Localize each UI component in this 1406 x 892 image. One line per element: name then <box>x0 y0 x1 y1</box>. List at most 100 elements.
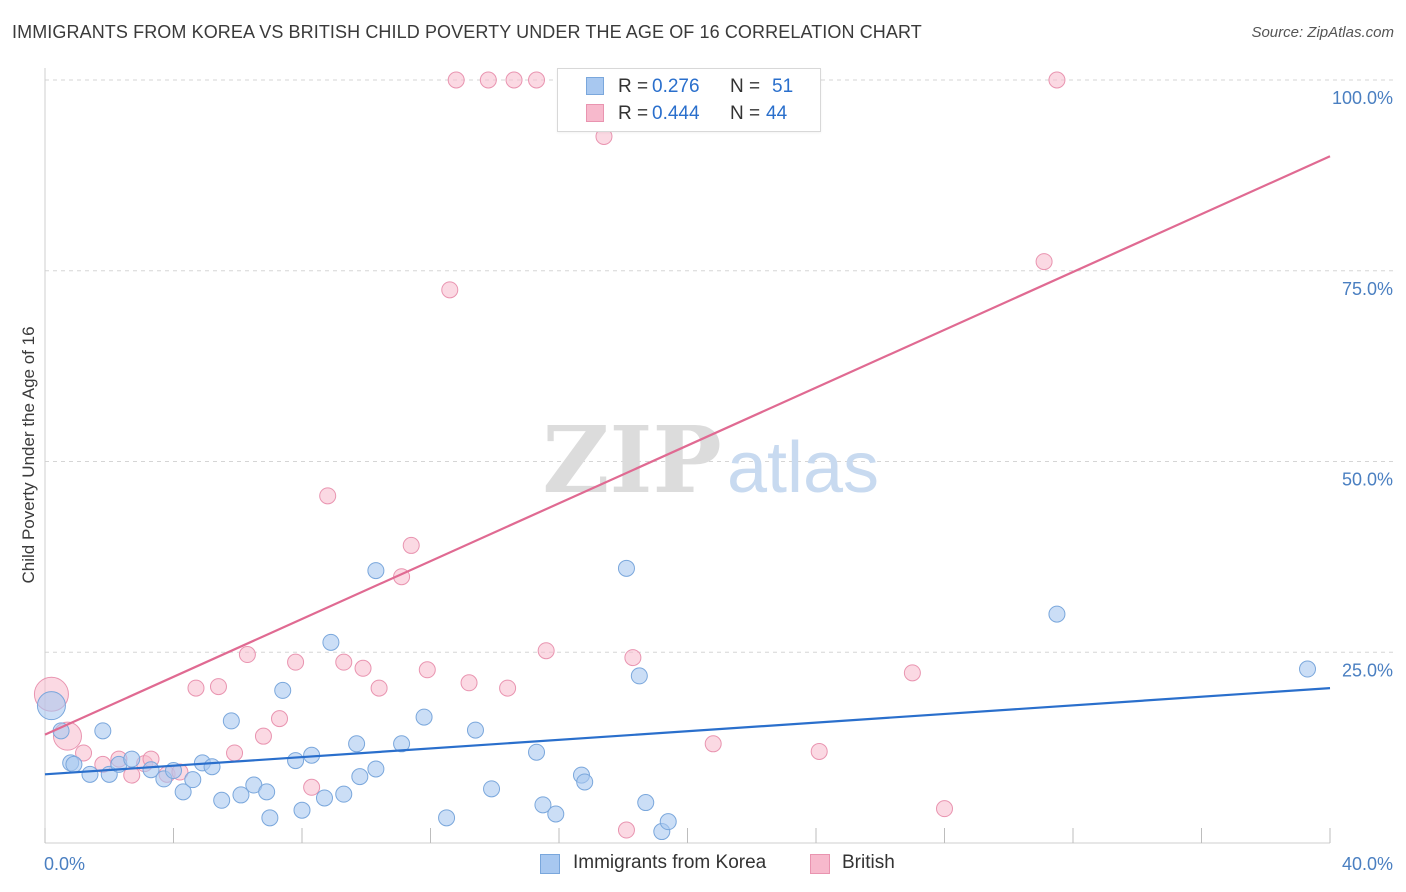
korea-point <box>576 773 594 791</box>
legend-n-value: 51 <box>772 75 794 97</box>
british-point <box>287 653 305 671</box>
korea-point <box>1299 660 1317 678</box>
british-trend-line <box>44 155 1331 736</box>
british-point <box>1035 253 1053 271</box>
korea-point <box>261 809 279 827</box>
british-point <box>303 778 321 796</box>
korea-point <box>203 758 221 776</box>
trend-lines <box>44 155 1331 776</box>
korea-point <box>630 667 648 685</box>
korea-point <box>466 721 484 739</box>
chart-title: IMMIGRANTS FROM KOREA VS BRITISH CHILD P… <box>12 22 922 42</box>
british-point <box>903 664 921 682</box>
legend-row-british: R = 0.444 N = 44 <box>558 100 820 127</box>
korea-point <box>222 712 240 730</box>
korea-point <box>438 809 456 827</box>
korea-point <box>335 785 353 803</box>
y-tick-label: 25.0% <box>1342 660 1393 680</box>
x-tick-label: 0.0% <box>44 854 85 874</box>
british-point <box>319 487 337 505</box>
legend-box: R = 0.276 N = 51 R = 0.444 N = 44 <box>557 68 821 132</box>
y-tick-labels: 25.0% 50.0% 75.0% 100.0% <box>1332 88 1393 680</box>
watermark-atlas: atlas <box>727 428 879 508</box>
british-point <box>810 742 828 760</box>
legend-r-label: R = <box>618 102 649 124</box>
legend-r-value: 0.276 <box>652 75 700 97</box>
y-tick-label: 50.0% <box>1342 470 1393 490</box>
y-tick-label: 100.0% <box>1332 88 1393 108</box>
british-point <box>624 649 642 667</box>
british-point <box>238 646 256 664</box>
korea-point <box>534 796 552 814</box>
korea-point <box>637 794 655 812</box>
korea-point <box>184 771 202 789</box>
british-point <box>499 679 517 697</box>
korea-point <box>232 786 250 804</box>
korea-point <box>483 780 501 798</box>
y-tick-label: 75.0% <box>1342 279 1393 299</box>
grid-lines <box>45 79 1395 653</box>
korea-point <box>322 633 340 651</box>
korea-trend-line <box>44 687 1331 776</box>
british-point <box>271 710 289 728</box>
british-point <box>370 679 388 697</box>
british-point <box>528 71 546 89</box>
korea-point <box>123 750 141 768</box>
korea-point <box>65 755 83 773</box>
korea-point <box>367 760 385 778</box>
bottom-legend-swatch-british <box>810 854 830 874</box>
legend-r-value: 0.444 <box>652 102 700 124</box>
korea-point <box>315 789 333 807</box>
korea-point <box>528 743 546 761</box>
british-point <box>936 800 953 818</box>
korea-point <box>617 559 635 577</box>
british-point <box>209 678 227 696</box>
x-tick-labels: 0.0% 40.0% <box>44 854 1393 874</box>
korea-point <box>94 722 112 740</box>
british-point <box>479 71 497 89</box>
bottom-legend-label-british: British <box>842 852 895 873</box>
source-label: Source: ZipAtlas.com <box>1251 24 1394 41</box>
british-point <box>1048 71 1066 89</box>
legend-swatch-british <box>586 104 604 122</box>
korea-points <box>36 559 1317 841</box>
korea-point <box>258 783 276 801</box>
x-tick-label: 40.0% <box>1342 854 1393 874</box>
british-point <box>75 744 93 762</box>
bottom-legend-label-korea: Immigrants from Korea <box>573 852 767 873</box>
korea-point <box>36 691 66 721</box>
legend-r-label: R = <box>618 75 649 97</box>
legend-n-value: 44 <box>766 102 788 124</box>
british-point <box>335 653 353 671</box>
british-point <box>418 661 436 679</box>
legend-n-label: N = <box>730 75 761 97</box>
bottom-legend: Immigrants from Korea British <box>540 852 895 876</box>
legend-swatch-korea <box>586 77 604 95</box>
korea-point <box>393 735 411 753</box>
british-point <box>505 71 523 89</box>
british-point <box>704 735 722 753</box>
watermark-zip: ZIP <box>542 406 721 514</box>
korea-point <box>142 761 160 779</box>
british-point <box>402 536 420 554</box>
korea-point <box>348 735 366 753</box>
korea-point <box>367 562 385 580</box>
watermark: ZIP atlas <box>542 406 879 514</box>
korea-point <box>293 801 311 819</box>
british-point <box>254 727 272 745</box>
british-point <box>187 679 205 697</box>
legend-row-korea: R = 0.276 N = 51 <box>558 73 820 100</box>
british-point <box>441 281 459 299</box>
legend-n-label: N = <box>730 102 761 124</box>
korea-point <box>81 765 99 783</box>
korea-point <box>659 813 677 831</box>
korea-point <box>547 805 565 823</box>
y-axis-label: Child Poverty Under the Age of 16 <box>19 326 38 583</box>
bottom-legend-swatch-korea <box>540 854 560 874</box>
korea-point <box>274 681 292 699</box>
british-point <box>617 821 635 839</box>
korea-point <box>415 708 433 726</box>
british-point <box>447 71 465 89</box>
british-point <box>537 642 555 660</box>
